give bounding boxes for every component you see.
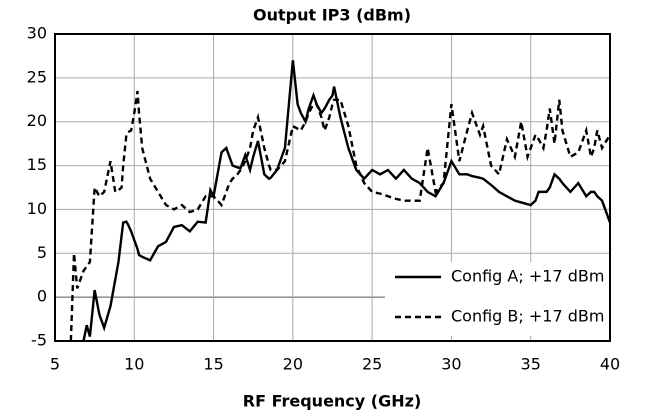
y-tick-label: 0 <box>37 287 47 306</box>
chart-title: Output IP3 (dBm) <box>253 6 411 25</box>
y-tick-label: 20 <box>27 111 47 130</box>
x-tick-label: 20 <box>283 355 303 374</box>
x-tick-label: 25 <box>362 355 382 374</box>
x-tick-label: 40 <box>600 355 620 374</box>
y-tick-label: 15 <box>27 155 47 174</box>
y-tick-label: 10 <box>27 199 47 218</box>
series-line <box>69 90 610 341</box>
y-tick-label: -5 <box>31 331 47 350</box>
plot-frame <box>54 33 611 342</box>
y-tick-label: 25 <box>27 67 47 86</box>
plot-area <box>69 60 610 341</box>
x-tick-label: 30 <box>441 355 461 374</box>
series-line <box>82 60 610 341</box>
x-tick-label: 35 <box>521 355 541 374</box>
y-tick-label: 5 <box>37 243 47 262</box>
x-tick-label: 15 <box>203 355 223 374</box>
x-tick-label: 5 <box>50 355 60 374</box>
x-tick-label: 10 <box>124 355 144 374</box>
legend-label: Config A; +17 dBm <box>451 267 604 286</box>
x-axis-label: RF Frequency (GHz) <box>243 392 422 411</box>
y-tick-label: 30 <box>27 24 47 43</box>
legend-box <box>385 262 609 336</box>
legend: Config A; +17 dBm Config B; +17 dBm <box>385 262 609 336</box>
legend-label: Config B; +17 dBm <box>451 307 604 326</box>
